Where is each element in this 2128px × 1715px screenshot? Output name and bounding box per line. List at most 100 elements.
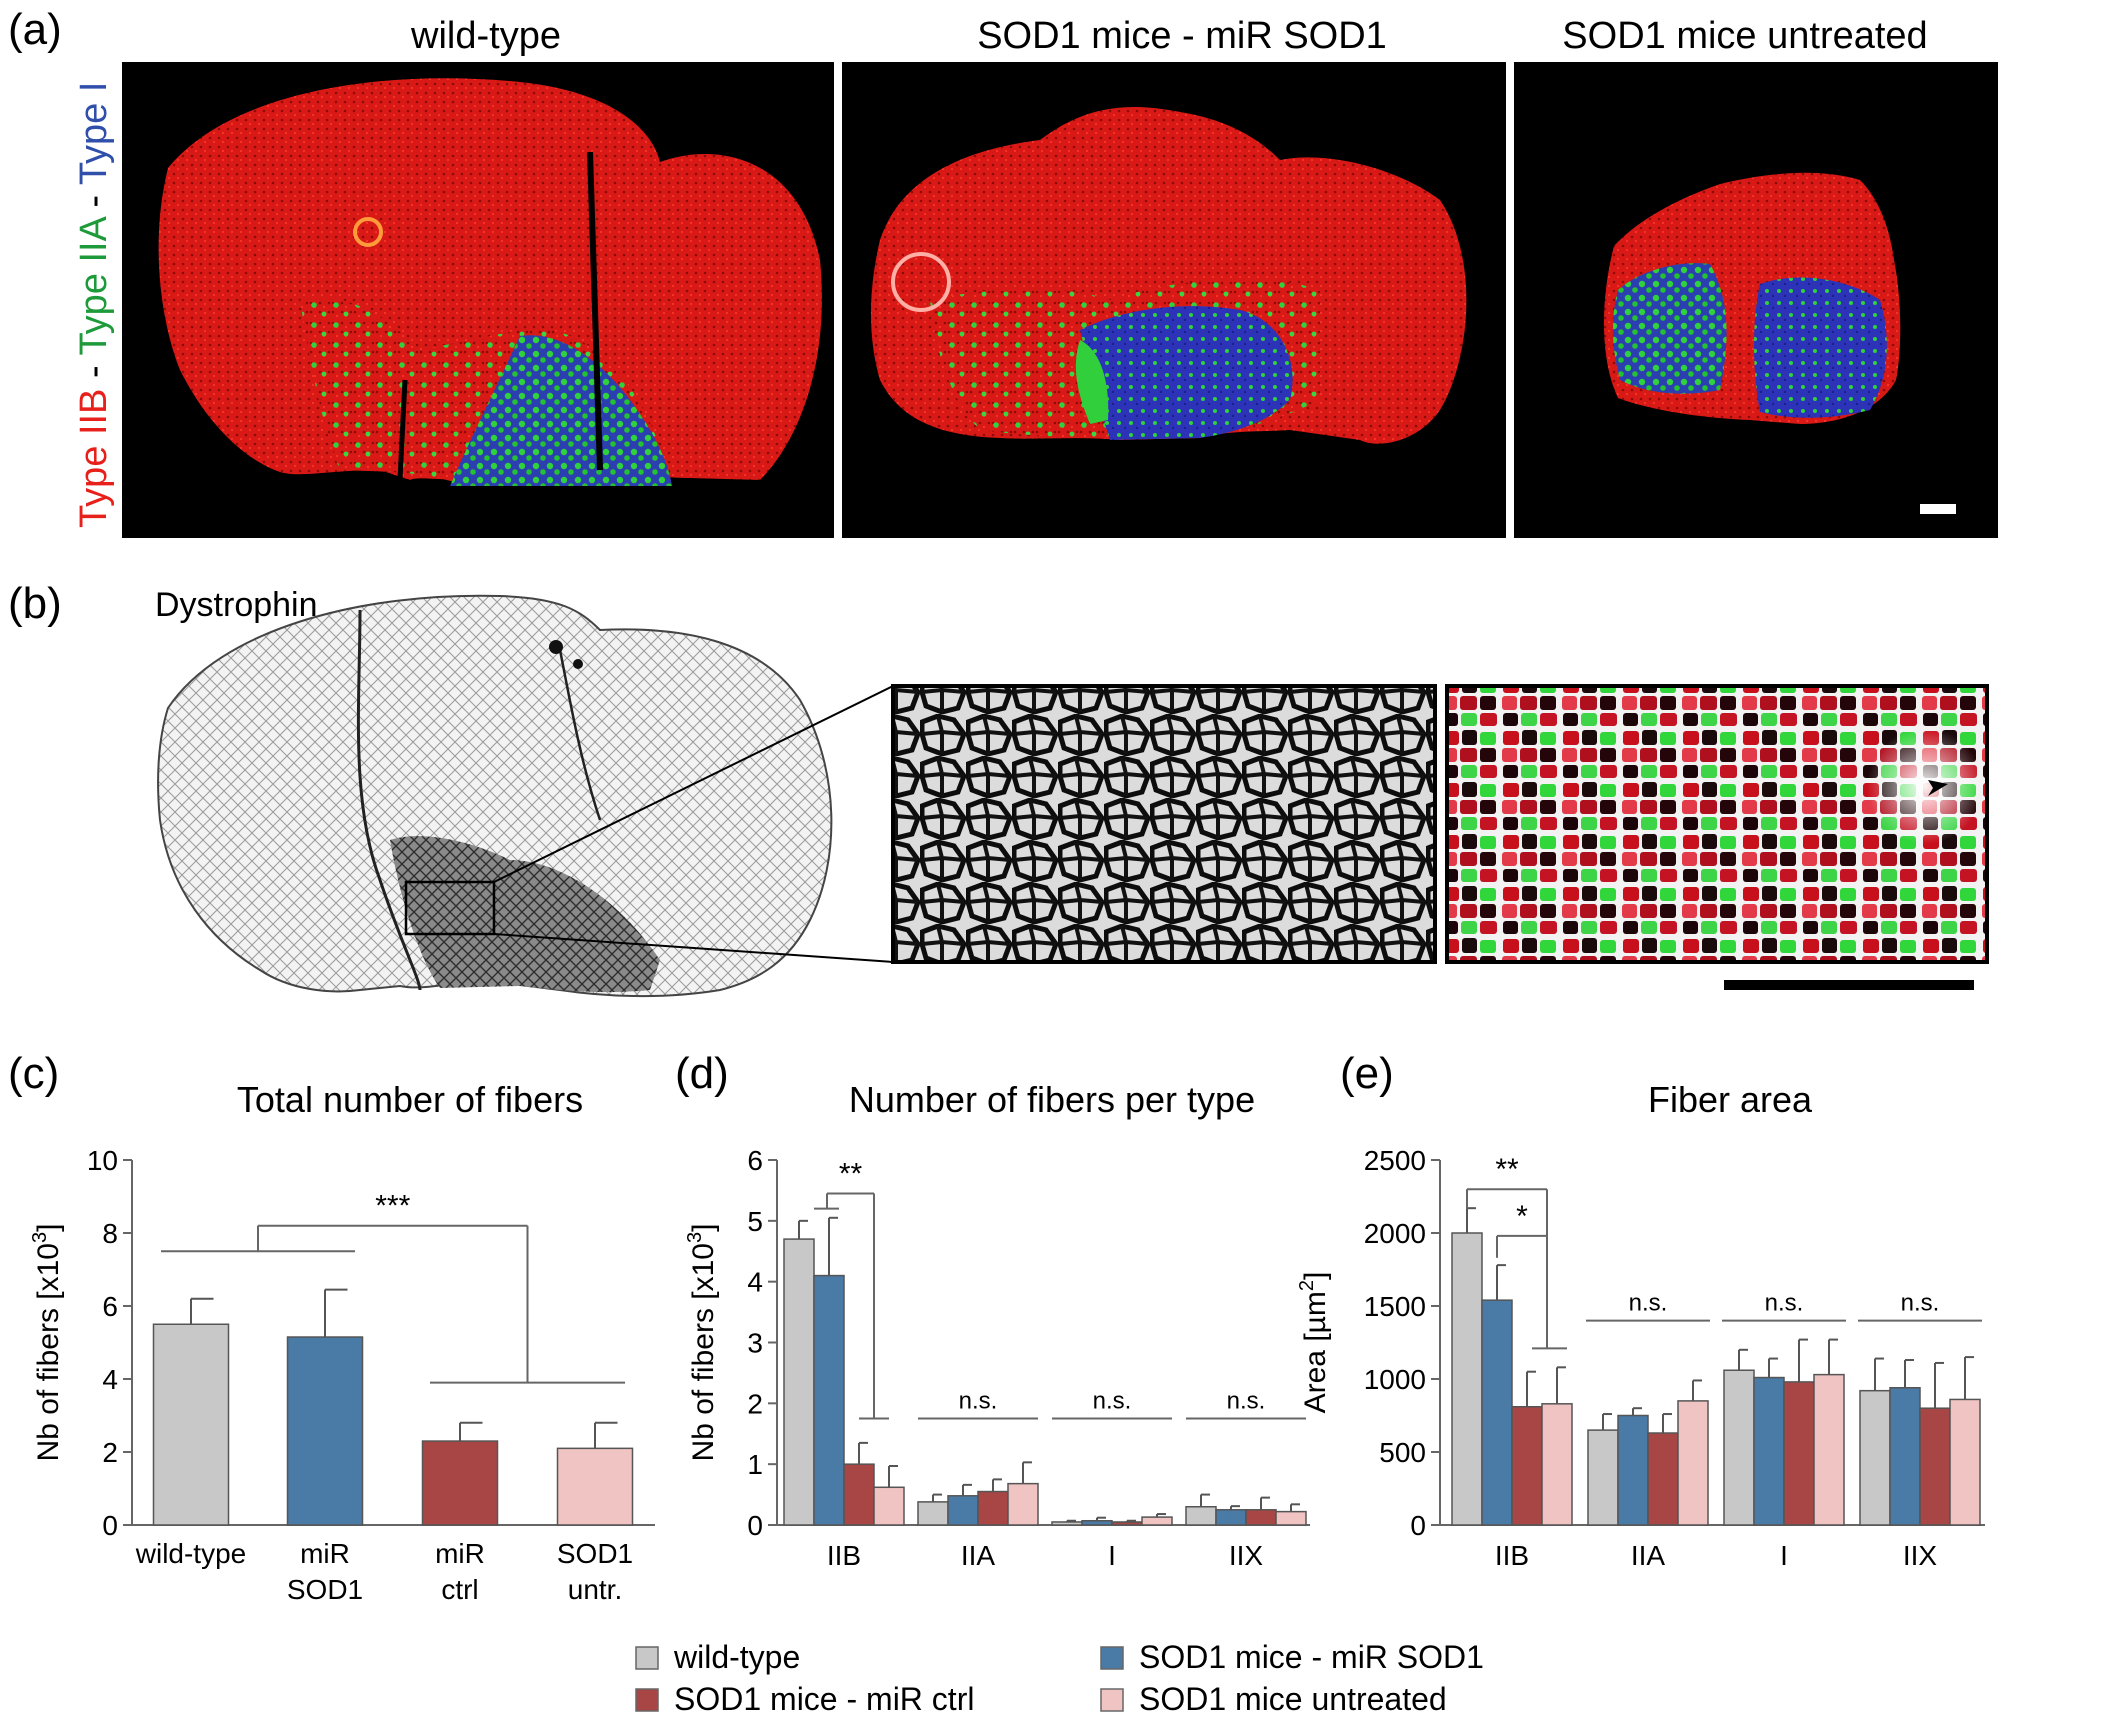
y-axis-title-end: ] (32, 1224, 65, 1232)
legend-label: SOD1 mice - miR SOD1 (1139, 1639, 1484, 1675)
bar (1215, 1509, 1247, 1526)
y-axis-title-text: Area [µm (1299, 1291, 1332, 1413)
bar (1141, 1516, 1173, 1526)
fiber-type-zoom (1445, 684, 1989, 990)
y-tick-label: 0 (747, 1510, 763, 1541)
x-tick-label: miR (435, 1538, 485, 1569)
bar (1081, 1519, 1113, 1526)
chart-total-fibers: 0 2 4 6 8 10 Nb of fibers [x103] wild-type miR SO… (29, 1145, 655, 1605)
y-axis-title-sup: 3 (684, 1232, 706, 1243)
micrograph-untreated (1514, 62, 1998, 538)
micrograph-mir-sod1 (842, 62, 1506, 538)
panel-a-title-mir-sod1: SOD1 mice - miR SOD1 (977, 15, 1387, 57)
significance-label: ** (839, 1157, 863, 1190)
bar (813, 1274, 845, 1526)
y-axis-title-text: Nb of fibers [x10 (687, 1243, 720, 1461)
panel-a-title-untreated: SOD1 mice untreated (1562, 15, 1927, 57)
bar (1541, 1403, 1573, 1526)
dystrophin-section (157, 594, 894, 998)
y-axis-title-sup: 2 (1296, 1280, 1318, 1291)
y-tick-label: 8 (102, 1218, 118, 1249)
bar (1587, 1429, 1619, 1526)
x-tick-label: untr. (568, 1574, 622, 1605)
bar (1813, 1373, 1845, 1526)
bar (947, 1495, 979, 1526)
bar (1275, 1510, 1307, 1526)
panel-a-title-wild-type: wild-type (410, 15, 561, 57)
bar (1647, 1432, 1679, 1526)
x-tick-label: IIX (1903, 1540, 1938, 1571)
x-tick-label: miR (300, 1538, 350, 1569)
significance-label: * (1516, 1200, 1528, 1233)
significance-label: n.s. (1765, 1290, 1804, 1317)
type-i-label: Type I (73, 82, 115, 186)
y-axis-title-text: Nb of fibers [x10 (32, 1243, 65, 1461)
bar (286, 1336, 364, 1526)
bar (873, 1486, 905, 1526)
panel-b-title: Dystrophin (155, 586, 318, 624)
x-tick-label: I (1108, 1540, 1116, 1571)
y-tick-label: 4 (102, 1364, 118, 1395)
y-tick-label: 2 (102, 1437, 118, 1468)
y-tick-label: 4 (747, 1267, 763, 1298)
legend-item-mir-sod1: SOD1 mice - miR SOD1 (1100, 1639, 1484, 1675)
fiber-type-legend: Type IIB - Type IIA - Type I (73, 82, 115, 528)
bar (1451, 1232, 1483, 1526)
y-tick-label: 3 (747, 1328, 763, 1359)
panel-b-label: (b) (8, 579, 62, 628)
x-tick-label: ctrl (441, 1574, 478, 1605)
bar (1677, 1400, 1709, 1526)
x-tick-label: wild-type (135, 1538, 246, 1569)
y-tick-label: 6 (747, 1145, 763, 1176)
dystrophin-zoom (891, 684, 1437, 964)
y-axis-title-end: ] (687, 1224, 720, 1232)
panel-a-label: (a) (8, 5, 62, 54)
type-iia-label: Type IIA (73, 215, 115, 355)
panel-d-title: Number of fibers per type (849, 1079, 1255, 1120)
arrowhead-icon (1928, 780, 1948, 796)
legend-item-wild-type: wild-type (635, 1639, 800, 1675)
panel-d-label: (d) (675, 1049, 729, 1098)
y-axis-title-end: ] (1299, 1272, 1332, 1280)
bar (1511, 1405, 1543, 1526)
bar (1481, 1299, 1513, 1526)
significance-label: n.s. (1093, 1388, 1132, 1415)
y-tick-label: 2500 (1364, 1145, 1426, 1176)
x-tick-label: SOD1 (557, 1538, 633, 1569)
separator-2: - (73, 185, 115, 218)
y-tick-label: 10 (87, 1145, 118, 1176)
panel-e-label: (e) (1340, 1049, 1394, 1098)
y-axis-title: Nb of fibers [x103] (29, 1224, 65, 1462)
chart-fiber-area: 0 500 1000 1500 2000 2500 Area [µm2] IIB IIA I IIX… (1296, 1145, 1985, 1571)
significance-label: n.s. (1901, 1290, 1940, 1317)
bar (1051, 1521, 1083, 1526)
legend-label: SOD1 mice - miR ctrl (674, 1681, 974, 1715)
panel-e-title: Fiber area (1648, 1079, 1813, 1120)
y-axis-title: Nb of fibers [x103] (684, 1224, 720, 1462)
panel-c-label: (c) (8, 1049, 59, 1098)
bar (1007, 1482, 1039, 1526)
legend-item-mir-ctrl: SOD1 mice - miR ctrl (635, 1681, 974, 1715)
bar (917, 1501, 949, 1526)
y-axis-title: Area [µm2] (1296, 1272, 1332, 1414)
x-tick-label: IIA (1631, 1540, 1666, 1571)
bar (1723, 1369, 1755, 1526)
significance-label: ** (1495, 1153, 1519, 1186)
significance-label: n.s. (1629, 1290, 1668, 1317)
type-iib-label: Type IIB (73, 389, 115, 528)
y-tick-label: 0 (102, 1510, 118, 1541)
x-tick-label: IIX (1229, 1540, 1264, 1571)
bar (783, 1238, 815, 1526)
bar (977, 1490, 1009, 1526)
bar (1949, 1398, 1981, 1526)
y-tick-label: 5 (747, 1206, 763, 1237)
bar (1783, 1381, 1815, 1526)
bar (1185, 1506, 1217, 1526)
bar (556, 1447, 634, 1526)
y-tick-label: 1 (747, 1449, 763, 1480)
y-tick-label: 0 (1410, 1510, 1426, 1541)
bar (1617, 1414, 1649, 1526)
y-axis-title-sup: 3 (29, 1232, 51, 1243)
